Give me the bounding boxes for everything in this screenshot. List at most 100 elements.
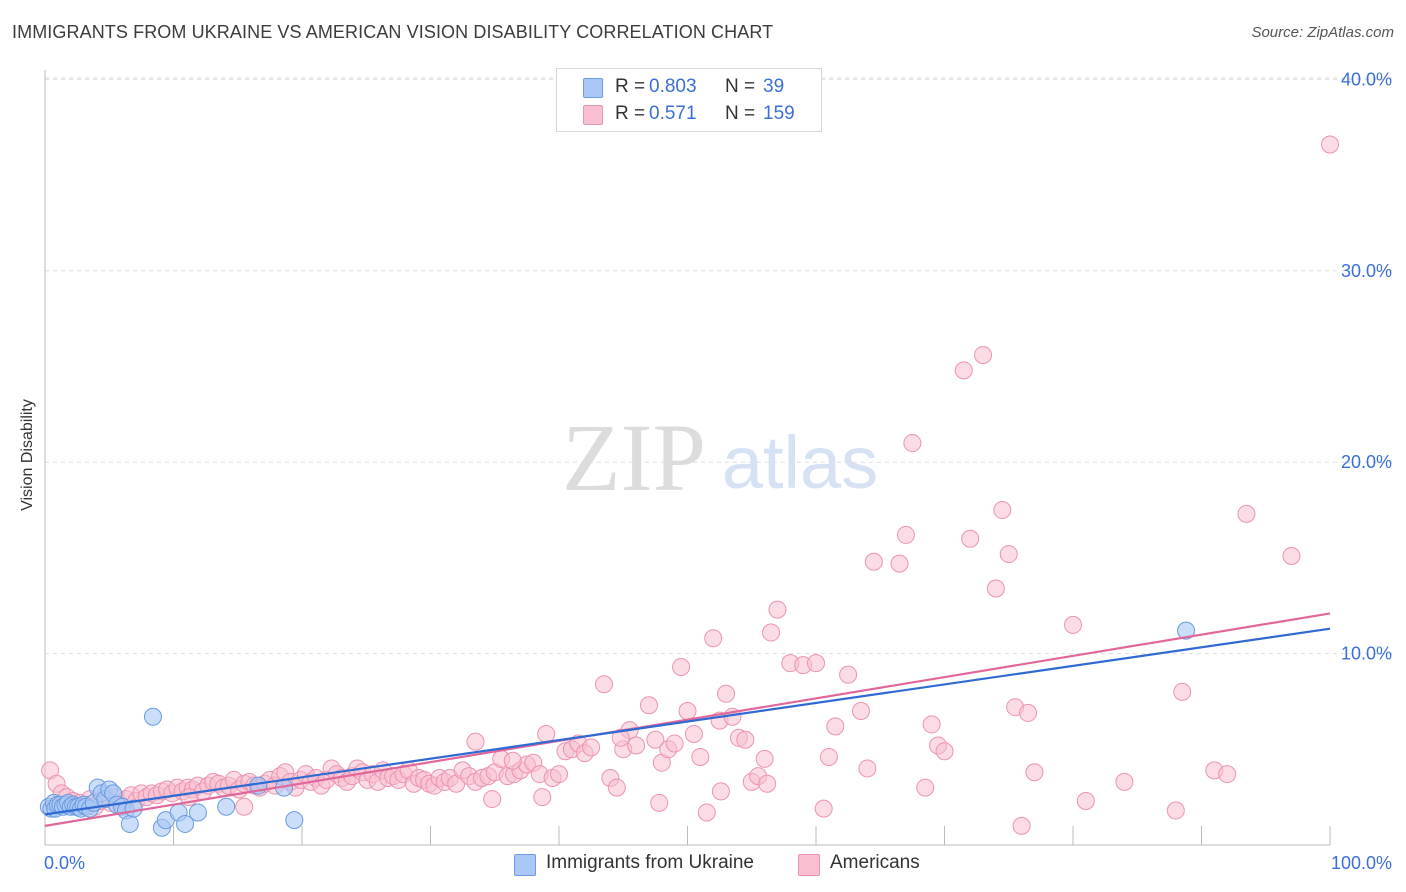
- americans-point: [691, 747, 710, 766]
- americans-point: [864, 552, 883, 571]
- americans-point: [916, 778, 935, 797]
- americans-point: [819, 747, 838, 766]
- ukraine-point: [176, 814, 195, 833]
- bottom-legend-label: Americans: [830, 852, 920, 873]
- americans-point: [650, 793, 669, 812]
- americans-point: [639, 696, 658, 715]
- americans-point: [466, 732, 485, 751]
- legend-row-americans: R = 0.571 N = 159: [557, 103, 821, 127]
- americans-point: [839, 665, 858, 684]
- americans-point: [768, 600, 787, 619]
- americans-point: [1076, 791, 1095, 810]
- americans-point: [858, 759, 877, 778]
- americans-point: [922, 715, 941, 734]
- americans-point: [627, 736, 646, 755]
- americans-point: [762, 623, 781, 642]
- americans-point: [755, 749, 774, 768]
- americans-point: [807, 654, 825, 673]
- y-tick-label: 10.0%: [1341, 644, 1392, 664]
- americans-point: [736, 730, 755, 749]
- americans-point: [814, 799, 833, 818]
- americans-point: [974, 346, 993, 365]
- americans-point: [611, 728, 630, 747]
- americans-point: [896, 525, 915, 544]
- tick-labels: 10.0% 20.0% 30.0% 40.0% 0.0% 100.0%: [44, 69, 1392, 873]
- americans-point: [717, 684, 736, 703]
- americans-point: [483, 790, 502, 809]
- americans-trend-line: [44, 612, 1331, 827]
- source-label: Source: ZipAtlas.com: [1251, 24, 1394, 41]
- legend-r-value: 0.803: [649, 76, 697, 97]
- americans-point: [1064, 615, 1082, 634]
- y-tick-label: 20.0%: [1341, 452, 1392, 472]
- legend-swatch-blue: [583, 78, 603, 98]
- americans-point: [594, 675, 613, 694]
- legend-row-ukraine: R = 0.803 N = 39: [557, 76, 821, 100]
- legend-n-label: N =: [725, 76, 756, 97]
- americans-point: [1237, 504, 1256, 523]
- americans-point: [954, 361, 973, 380]
- americans-point: [1025, 763, 1044, 782]
- americans-point: [235, 797, 254, 816]
- gridlines: [45, 77, 1392, 655]
- americans-point: [533, 788, 552, 807]
- ukraine-point: [143, 707, 162, 726]
- americans-point: [1282, 546, 1301, 565]
- americans-point: [704, 629, 723, 648]
- watermark-atlas: atlas: [722, 421, 878, 504]
- americans-point: [607, 778, 626, 797]
- americans-point: [711, 782, 730, 801]
- americans-point: [961, 529, 980, 548]
- americans-point: [851, 702, 870, 721]
- chart-title: IMMIGRANTS FROM UKRAINE VS AMERICAN VISI…: [12, 22, 774, 42]
- americans-point: [1173, 682, 1192, 701]
- americans-point: [582, 738, 601, 757]
- americans-point: [993, 501, 1012, 520]
- americans-point: [1019, 703, 1038, 722]
- americans-point: [935, 742, 954, 761]
- americans-point: [678, 702, 697, 721]
- americans-point: [537, 724, 556, 743]
- ukraine-point: [188, 803, 207, 822]
- trend-lines: [44, 612, 1331, 827]
- legend-n-value: 39: [763, 76, 785, 97]
- americans-point: [890, 554, 909, 573]
- bottom-legend-label: Immigrants from Ukraine: [546, 852, 754, 873]
- bottom-legend-swatch-blue: [514, 854, 536, 876]
- americans-point: [697, 803, 716, 822]
- y-tick-label: 30.0%: [1341, 261, 1392, 281]
- watermark-zip: ZIP: [562, 404, 706, 511]
- americans-point: [1166, 801, 1185, 820]
- americans-point: [684, 724, 703, 743]
- americans-point: [550, 765, 568, 784]
- americans-point: [1012, 816, 1031, 835]
- americans-point: [503, 751, 522, 770]
- legend-r-label: R =: [615, 76, 646, 97]
- americans-point: [672, 657, 691, 676]
- americans-point: [986, 579, 1005, 598]
- legend-r-value: 0.571: [649, 103, 697, 124]
- americans-point: [1115, 772, 1134, 791]
- ukraine-point: [120, 814, 139, 833]
- americans-point: [999, 545, 1018, 564]
- ukraine-point: [285, 811, 304, 830]
- americans-point: [903, 434, 922, 453]
- americans-point: [826, 717, 845, 736]
- y-tick-label: 40.0%: [1341, 69, 1392, 89]
- correlation-legend: R = 0.803 N = 39 R = 0.571 N = 159: [556, 68, 822, 132]
- legend-n-value: 159: [763, 103, 795, 124]
- americans-point: [1321, 135, 1339, 154]
- ukraine-point: [1177, 621, 1196, 640]
- legend-swatch-pink: [583, 105, 603, 125]
- x-tick-label: 100.0%: [1331, 853, 1392, 873]
- americans-point: [1218, 765, 1237, 784]
- americans-point: [665, 734, 684, 753]
- legend-r-label: R =: [615, 103, 646, 124]
- ukraine-points: [39, 621, 1196, 837]
- x-tick-label: 0.0%: [44, 853, 85, 873]
- americans-point: [758, 774, 777, 793]
- ukraine-point: [217, 797, 236, 816]
- watermark: ZIP atlas: [562, 404, 878, 511]
- bottom-legend-swatch-pink: [798, 854, 820, 876]
